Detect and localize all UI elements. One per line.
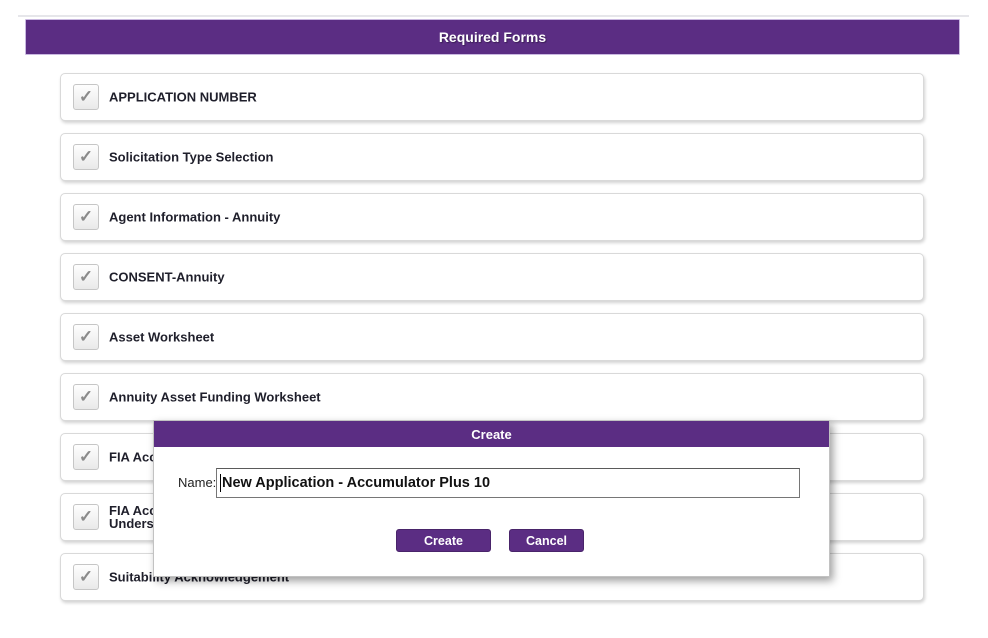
form-row-label: CONSENT-Annuity	[109, 271, 225, 284]
checkmark-icon: ✓	[73, 324, 99, 350]
form-row-label-line: APPLICATION NUMBER	[109, 89, 257, 105]
form-row-label: Annuity Asset Funding Worksheet	[109, 391, 321, 404]
text-cursor	[220, 474, 221, 492]
form-row[interactable]: ✓ CONSENT-Annuity	[60, 253, 924, 301]
create-dialog: Create Name: New Application - Accumulat…	[153, 420, 830, 577]
checkmark-icon: ✓	[73, 564, 99, 590]
checkmark-icon: ✓	[73, 144, 99, 170]
checkmark-icon: ✓	[73, 384, 99, 410]
form-row-label-line: FIA Acc	[109, 449, 157, 465]
form-row-label-line: Agent Information - Annuity	[109, 209, 281, 225]
form-row[interactable]: ✓ Asset Worksheet	[60, 313, 924, 361]
required-forms-header: Required Forms	[25, 19, 960, 55]
checkmark-icon: ✓	[73, 264, 99, 290]
form-row-label: FIA Acc Unders	[109, 504, 156, 530]
name-input[interactable]: New Application - Accumulator Plus 10	[216, 468, 800, 498]
checkmark-icon: ✓	[73, 444, 99, 470]
form-row-label-line: Unders	[109, 516, 154, 531]
form-row-label-line: Annuity Asset Funding Worksheet	[109, 389, 321, 405]
create-dialog-title: Create	[471, 426, 512, 442]
page-title: Required Forms	[438, 29, 547, 45]
form-row[interactable]: ✓ Annuity Asset Funding Worksheet	[60, 373, 924, 421]
create-button[interactable]: Create	[396, 529, 491, 552]
name-input-value: New Application - Accumulator Plus 10	[222, 475, 491, 491]
create-dialog-header: Create	[154, 421, 829, 447]
form-row-label: Agent Information - Annuity	[109, 211, 280, 224]
form-row-label-line: CONSENT-Annuity	[109, 269, 225, 285]
form-row[interactable]: ✓ Solicitation Type Selection	[60, 133, 924, 181]
form-row-label: APPLICATION NUMBER	[109, 91, 257, 104]
form-row-label-line: Solicitation Type Selection	[109, 149, 274, 165]
checkmark-icon: ✓	[73, 204, 99, 230]
checkmark-icon: ✓	[73, 504, 99, 530]
form-row-label: Asset Worksheet	[109, 331, 214, 344]
form-row[interactable]: ✓ APPLICATION NUMBER	[60, 73, 924, 121]
top-divider	[18, 15, 969, 17]
form-row-label: Solicitation Type Selection	[109, 151, 273, 164]
name-field-label: Name:	[178, 475, 217, 490]
checkmark-icon: ✓	[73, 84, 99, 110]
form-row-label-line: Asset Worksheet	[109, 329, 215, 345]
cancel-button[interactable]: Cancel	[509, 529, 584, 552]
form-row-label: FIA Acc	[109, 451, 156, 464]
form-row-label-line: FIA Acc	[109, 503, 157, 518]
form-row[interactable]: ✓ Agent Information - Annuity	[60, 193, 924, 241]
